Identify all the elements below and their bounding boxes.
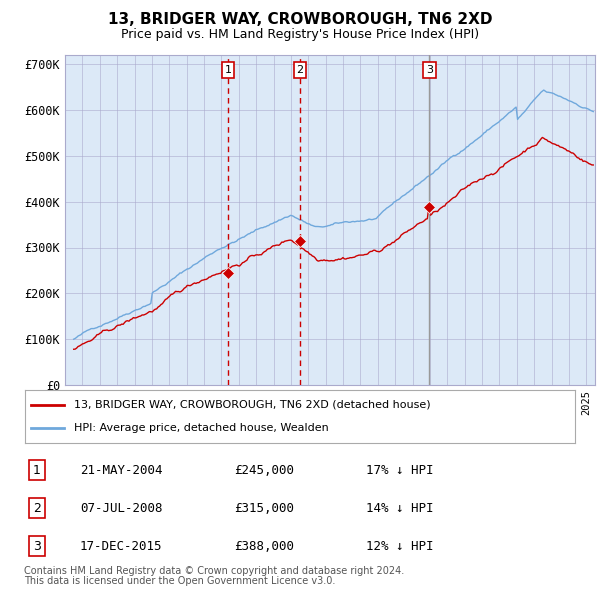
Text: 17-DEC-2015: 17-DEC-2015 bbox=[80, 539, 163, 552]
Text: 2: 2 bbox=[33, 502, 41, 514]
Text: 2: 2 bbox=[296, 65, 304, 75]
Text: 13, BRIDGER WAY, CROWBOROUGH, TN6 2XD: 13, BRIDGER WAY, CROWBOROUGH, TN6 2XD bbox=[108, 12, 492, 27]
Text: 13, BRIDGER WAY, CROWBOROUGH, TN6 2XD (detached house): 13, BRIDGER WAY, CROWBOROUGH, TN6 2XD (d… bbox=[74, 400, 431, 410]
Text: 3: 3 bbox=[426, 65, 433, 75]
Text: £245,000: £245,000 bbox=[234, 464, 294, 477]
Text: 17% ↓ HPI: 17% ↓ HPI bbox=[366, 464, 433, 477]
Text: Price paid vs. HM Land Registry's House Price Index (HPI): Price paid vs. HM Land Registry's House … bbox=[121, 28, 479, 41]
Text: This data is licensed under the Open Government Licence v3.0.: This data is licensed under the Open Gov… bbox=[24, 576, 335, 586]
Text: Contains HM Land Registry data © Crown copyright and database right 2024.: Contains HM Land Registry data © Crown c… bbox=[24, 566, 404, 576]
Text: 1: 1 bbox=[224, 65, 232, 75]
Text: 07-JUL-2008: 07-JUL-2008 bbox=[80, 502, 163, 514]
Text: 3: 3 bbox=[33, 539, 41, 552]
Text: 12% ↓ HPI: 12% ↓ HPI bbox=[366, 539, 433, 552]
Text: £388,000: £388,000 bbox=[234, 539, 294, 552]
Text: £315,000: £315,000 bbox=[234, 502, 294, 514]
Text: 1: 1 bbox=[33, 464, 41, 477]
Text: 21-MAY-2004: 21-MAY-2004 bbox=[80, 464, 163, 477]
Text: 14% ↓ HPI: 14% ↓ HPI bbox=[366, 502, 433, 514]
Text: HPI: Average price, detached house, Wealden: HPI: Average price, detached house, Weal… bbox=[74, 423, 329, 433]
